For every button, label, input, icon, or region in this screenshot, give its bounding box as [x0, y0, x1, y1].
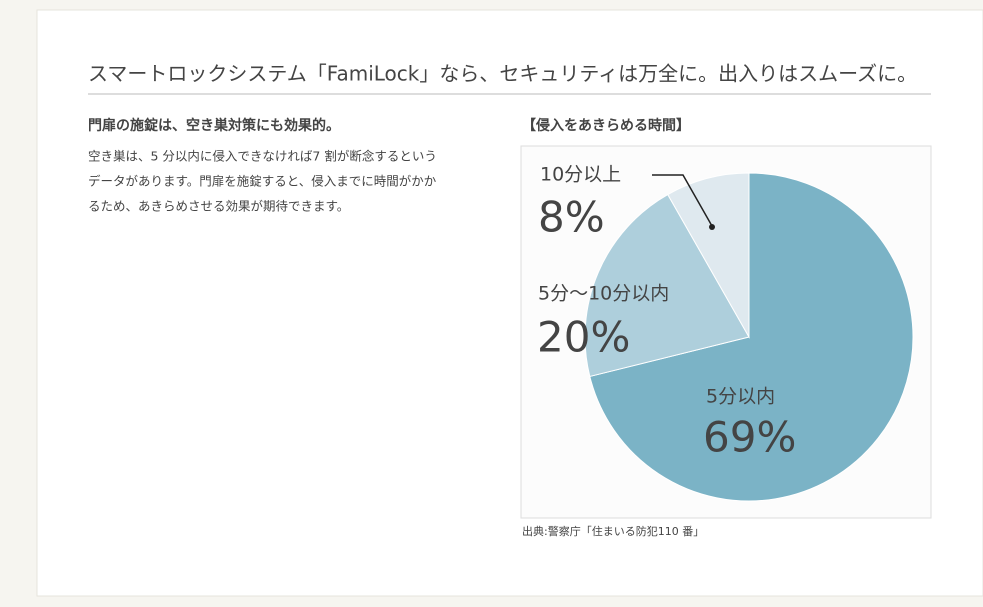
pie-slice: [667, 172, 750, 339]
chart-source: 出典:警察庁「住まいる防犯110 番」: [522, 524, 704, 538]
leader-dot: [709, 224, 715, 230]
chart-title: 【侵入をあきらめる時間】: [522, 117, 690, 134]
slice-label: 5分以内: [706, 386, 775, 408]
slice-label: 5分〜10分以内: [538, 283, 669, 305]
pie-slice: [589, 172, 914, 502]
slice-value-label: 8%: [538, 193, 605, 242]
pie-slice: [584, 193, 750, 378]
pie: [584, 172, 914, 502]
slice-label: 10分以上: [540, 164, 621, 186]
slice-value-label: 69%: [703, 413, 796, 462]
page-title: スマートロックシステム「FamiLock」なら、セキュリティは万全に。出入りはス…: [88, 62, 917, 86]
article-line: データがあります。門扉を施錠すると、侵入までに時間がかか: [88, 174, 437, 189]
leader-line: [652, 174, 713, 227]
article-heading: 門扉の施錠は、空き巣対策にも効果的。: [88, 117, 340, 134]
article-line: るため、あきらめさせる効果が期待できます。: [88, 199, 349, 214]
slice-value-label: 20%: [537, 313, 630, 362]
article-line: 空き巣は、5 分以内に侵入できなければ7 割が断念するという: [88, 149, 437, 164]
